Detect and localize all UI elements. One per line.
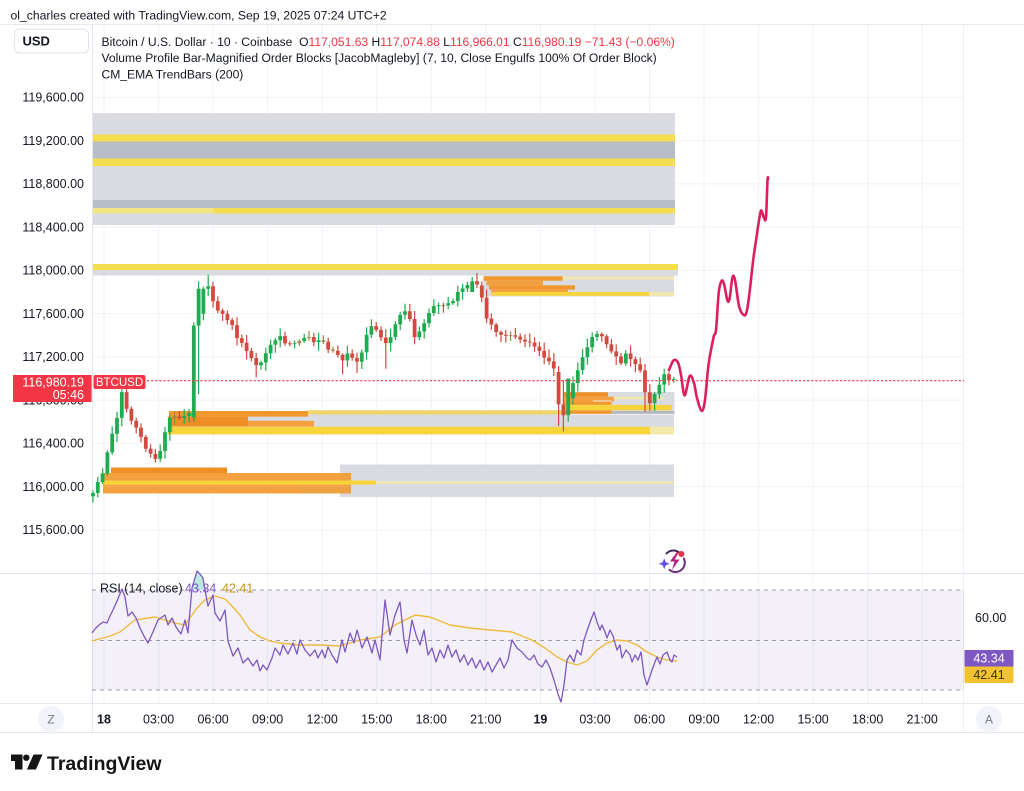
svg-text:18: 18 xyxy=(97,713,111,727)
svg-text:03:00: 03:00 xyxy=(143,713,174,727)
svg-text:60.00: 60.00 xyxy=(975,611,1006,625)
svg-text:CM_EMA TrendBars (200): CM_EMA TrendBars (200) xyxy=(102,68,244,82)
svg-text:42.41: 42.41 xyxy=(973,668,1004,682)
svg-text:03:00: 03:00 xyxy=(579,713,610,727)
svg-text:43.34: 43.34 xyxy=(185,582,216,596)
svg-text:06:00: 06:00 xyxy=(634,713,665,727)
svg-text:15:00: 15:00 xyxy=(797,713,828,727)
svg-text:RSI (14, close): RSI (14, close) xyxy=(100,582,183,596)
svg-text:06:00: 06:00 xyxy=(197,713,228,727)
svg-text:118,000.00: 118,000.00 xyxy=(22,264,84,278)
svg-text:119,200.00: 119,200.00 xyxy=(22,134,84,148)
svg-text:09:00: 09:00 xyxy=(688,713,719,727)
svg-text:15:00: 15:00 xyxy=(361,713,392,727)
svg-text:119,600.00: 119,600.00 xyxy=(22,91,84,105)
svg-text:05:46: 05:46 xyxy=(53,388,84,402)
svg-text:117,600.00: 117,600.00 xyxy=(22,307,84,321)
svg-text:USD: USD xyxy=(23,34,50,49)
svg-text:118,800.00: 118,800.00 xyxy=(22,177,84,191)
svg-text:115,600.00: 115,600.00 xyxy=(22,523,84,537)
svg-text:12:00: 12:00 xyxy=(743,713,774,727)
svg-text:BTCUSD: BTCUSD xyxy=(96,377,143,389)
svg-text:117,200.00: 117,200.00 xyxy=(22,350,84,364)
svg-text:21:00: 21:00 xyxy=(907,713,938,727)
svg-text:18:00: 18:00 xyxy=(416,713,447,727)
svg-text:09:00: 09:00 xyxy=(252,713,283,727)
svg-text:43.34: 43.34 xyxy=(973,651,1004,665)
svg-text:A: A xyxy=(985,713,993,727)
svg-text:116,400.00: 116,400.00 xyxy=(22,437,84,451)
svg-text:116,000.00: 116,000.00 xyxy=(22,480,84,494)
svg-text:21:00: 21:00 xyxy=(470,713,501,727)
svg-text:TradingView: TradingView xyxy=(47,753,162,775)
svg-text:19: 19 xyxy=(533,713,547,727)
svg-text:Volume Profile Bar-Magnified O: Volume Profile Bar-Magnified Order Block… xyxy=(102,51,657,65)
svg-text:ol_charles created with Tradin: ol_charles created with TradingView.com,… xyxy=(11,9,387,23)
svg-text:118,400.00: 118,400.00 xyxy=(22,220,84,234)
svg-text:42.41: 42.41 xyxy=(222,582,253,596)
svg-text:Bitcoin / U.S. Dollar · 10 · C: Bitcoin / U.S. Dollar · 10 · Coinbase O1… xyxy=(102,35,675,49)
svg-text:18:00: 18:00 xyxy=(852,713,883,727)
svg-text:12:00: 12:00 xyxy=(307,713,338,727)
svg-text:116,980.19: 116,980.19 xyxy=(22,375,84,389)
svg-text:Z: Z xyxy=(47,713,54,727)
